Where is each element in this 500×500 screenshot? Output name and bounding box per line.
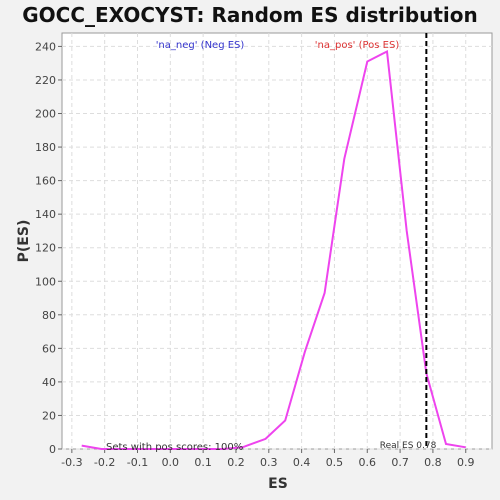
real-es-label: Real ES 0.78	[380, 441, 437, 451]
x-tick-label: -0.3	[61, 456, 82, 469]
y-tick-label: 140	[35, 208, 56, 221]
x-tick-label: 0.6	[359, 456, 377, 469]
sets-annotation: Sets with pos scores: 100%	[106, 442, 243, 453]
y-tick-label: 200	[35, 108, 56, 121]
y-tick-label: 120	[35, 242, 56, 255]
y-tick-label: 240	[35, 40, 56, 53]
x-tick-label: 0.9	[457, 456, 475, 469]
x-axis-label: ES	[268, 476, 288, 492]
y-tick-label: 100	[35, 275, 56, 288]
y-tick-label: 180	[35, 141, 56, 154]
pos-annotation: 'na_pos' (Pos ES)	[315, 40, 400, 51]
x-tick-label: 0.1	[194, 456, 212, 469]
x-tick-label: 0.0	[162, 456, 180, 469]
y-tick-label: 220	[35, 74, 56, 87]
neg-annotation: 'na_neg' (Neg ES)	[156, 40, 245, 51]
x-tick-label: 0.4	[293, 456, 311, 469]
y-tick-label: 160	[35, 175, 56, 188]
x-tick-label: 0.2	[227, 456, 245, 469]
grid-layer	[62, 33, 492, 450]
x-tick-label: 0.3	[260, 456, 278, 469]
plot-area	[61, 32, 493, 450]
x-tick-label: 0.8	[424, 456, 442, 469]
y-tick-label: 20	[42, 409, 56, 422]
tick-layer: -0.3 -0.2 -0.1 0.0 0.1 0.2 0.3 0.4 0.5 0.6 0.7 0.8 0…	[35, 40, 474, 469]
y-tick-label: 60	[42, 342, 56, 355]
y-axis-label: P(ES)	[16, 220, 32, 263]
x-tick-label: -0.2	[94, 456, 115, 469]
series-layer	[81, 49, 466, 450]
es-distribution-line	[81, 49, 466, 450]
y-tick-label: 0	[49, 443, 56, 456]
x-tick-label: 0.5	[326, 456, 344, 469]
x-tick-label: -0.1	[127, 456, 148, 469]
y-tick-label: 80	[42, 309, 56, 322]
y-tick-label: 40	[42, 376, 56, 389]
chart-title: GOCC_EXOCYST: Random ES distribution	[22, 3, 478, 27]
x-tick-label: 0.7	[391, 456, 409, 469]
